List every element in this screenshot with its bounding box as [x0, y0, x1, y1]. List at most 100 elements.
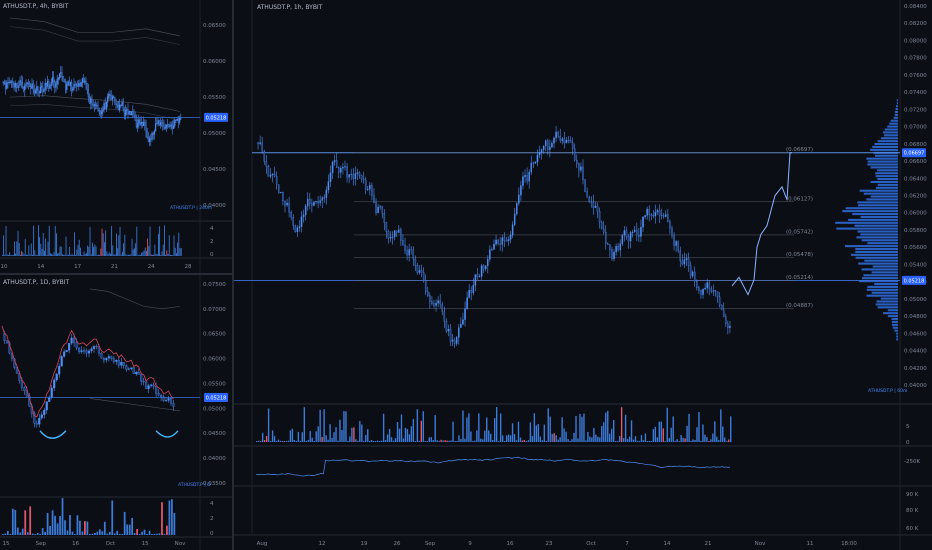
volume-bar — [98, 529, 101, 535]
volume-bar — [70, 254, 72, 256]
date-tick: 16 — [72, 541, 79, 547]
volume-bar — [712, 433, 714, 442]
volume-bar — [730, 416, 732, 442]
candle — [65, 350, 68, 353]
pane-bottom-left[interactable]: ATHUSDT.P, 1D, BYBIT 0.07500 0.07000 0.065… — [0, 275, 232, 550]
price-tick: 0.05000 — [904, 297, 927, 303]
candle — [43, 89, 45, 92]
volume-bar — [650, 440, 653, 442]
candle — [331, 161, 334, 173]
volume-bar — [148, 530, 151, 535]
volume-bar — [359, 421, 361, 442]
candle — [644, 215, 646, 218]
candle — [90, 348, 93, 352]
candle — [544, 140, 547, 147]
price-tick: 0.06200 — [904, 194, 927, 200]
candle — [722, 309, 725, 317]
candle — [638, 235, 640, 237]
volume-bar — [111, 500, 114, 535]
candle — [127, 109, 129, 115]
candle — [547, 140, 549, 150]
price-tick: 0.06400 — [904, 176, 927, 182]
candle — [412, 249, 415, 260]
candle — [122, 102, 124, 110]
volume-bar — [327, 439, 329, 442]
candle — [619, 243, 621, 251]
candle — [706, 282, 708, 289]
volume-profile-bar — [884, 128, 898, 131]
volume-bar — [565, 431, 567, 442]
volume-bar — [144, 247, 146, 256]
current-price-tag-bg — [204, 393, 228, 403]
volume-tick: 4 — [210, 226, 214, 232]
volume-bar — [92, 242, 93, 256]
candle — [116, 103, 118, 106]
candle — [36, 86, 38, 91]
volume-bar — [41, 528, 44, 535]
candle — [700, 289, 702, 295]
candle — [31, 83, 33, 89]
candle — [536, 154, 539, 163]
volume-bar — [484, 430, 486, 442]
candle — [317, 200, 319, 204]
candle — [97, 105, 99, 111]
fib-label: (0.05214) — [786, 275, 813, 281]
volume-bar — [170, 254, 171, 256]
volume-bar — [488, 430, 490, 442]
volume-bar — [6, 530, 9, 535]
volume-tick: 0 — [210, 531, 214, 537]
volume-bar — [630, 420, 633, 442]
volume-bar — [32, 254, 33, 256]
price-tick: 0.05500 — [203, 95, 226, 101]
pane-divider[interactable] — [0, 273, 232, 275]
volume-bar — [143, 250, 145, 256]
candle — [95, 346, 98, 348]
candle — [507, 239, 510, 242]
candle — [152, 384, 155, 387]
candle — [273, 173, 276, 177]
candle — [288, 202, 290, 213]
volume-bar — [367, 429, 369, 442]
candle — [571, 142, 574, 149]
volume-bar — [53, 252, 55, 256]
volume-bar — [158, 234, 159, 256]
pane-divider-vertical[interactable] — [232, 0, 234, 550]
volume-bar — [59, 516, 61, 535]
candle — [402, 240, 404, 246]
price-tick: 0.06000 — [203, 59, 226, 65]
volume-profile-bar — [858, 280, 898, 283]
candle — [526, 175, 528, 182]
volume-bar — [29, 506, 32, 535]
candle — [613, 251, 615, 260]
pane-main[interactable]: ATHUSDT.P, 1h, BYBIT (0.06697) (0.06127)(… — [234, 0, 932, 550]
volume-bar — [519, 437, 522, 442]
candle — [165, 124, 167, 128]
pane-top-left[interactable]: ATHUSDT.P, 4h, BYBIT 0.06500 0.06000 0.055… — [0, 0, 232, 273]
volume-profile-bar — [870, 180, 898, 184]
volume-bar — [620, 407, 623, 442]
candle — [522, 176, 524, 186]
candle — [145, 381, 148, 389]
volume-profile-bar — [892, 326, 898, 329]
volume-bar — [90, 254, 92, 256]
volume-bar — [81, 531, 84, 535]
volume-bar — [434, 415, 436, 442]
volume-profile-bar — [896, 335, 898, 338]
volume-profile-bar — [866, 157, 898, 160]
candle — [132, 111, 134, 114]
volume-bar — [150, 254, 152, 256]
volume-bar — [168, 500, 171, 535]
volume-bar — [63, 254, 65, 256]
candle — [38, 92, 40, 94]
candle — [104, 103, 106, 110]
volume-bar — [553, 433, 555, 442]
candle — [696, 281, 698, 288]
candle — [513, 213, 516, 225]
volume-bar — [128, 524, 131, 535]
volume-bar — [57, 253, 59, 256]
volume-bar — [583, 413, 585, 442]
volume-bar — [47, 241, 49, 256]
price-tick: 0.06600 — [904, 159, 927, 165]
candle — [660, 215, 663, 217]
candle — [105, 102, 107, 110]
